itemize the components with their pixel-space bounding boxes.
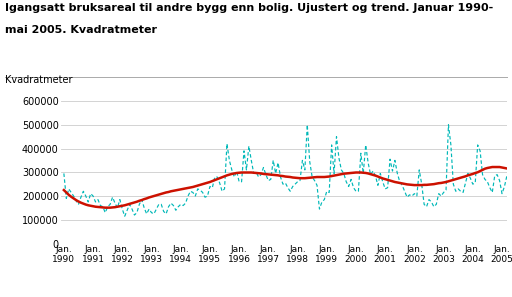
Bruksareal andre bygg, ujustert: [253, 170, 259, 174]
Text: Kvadratmeter: Kvadratmeter: [5, 75, 73, 85]
Text: mai 2005. Kvadratmeter: mai 2005. Kvadratmeter: [5, 25, 157, 35]
Bruksareal andre bygg, trend: [202, 182, 208, 185]
Bruksareal andre bygg, trend: [122, 203, 128, 207]
Bruksareal andre bygg, trend: [504, 167, 510, 170]
Bruksareal andre bygg, trend: [132, 201, 138, 204]
Bruksareal andre bygg, trend: [287, 175, 293, 179]
Bruksareal andre bygg, trend: [61, 188, 67, 192]
Bruksareal andre bygg, ujustert: [132, 213, 138, 217]
Bruksareal andre bygg, trend: [102, 206, 109, 209]
Bruksareal andre bygg, trend: [253, 171, 259, 175]
Text: Igangsatt bruksareal til andre bygg enn bolig. Ujustert og trend. Januar 1990-: Igangsatt bruksareal til andre bygg enn …: [5, 3, 494, 13]
Bruksareal andre bygg, ujustert: [61, 172, 67, 175]
Bruksareal andre bygg, ujustert: [63, 197, 70, 200]
Line: Bruksareal andre bygg, ujustert: Bruksareal andre bygg, ujustert: [64, 125, 507, 216]
Bruksareal andre bygg, trend: [489, 165, 495, 169]
Bruksareal andre bygg, ujustert: [504, 174, 510, 178]
Line: Bruksareal andre bygg, trend: Bruksareal andre bygg, trend: [64, 167, 507, 208]
Bruksareal andre bygg, trend: [63, 191, 70, 194]
Bruksareal andre bygg, ujustert: [202, 195, 208, 199]
Bruksareal andre bygg, ujustert: [119, 207, 125, 211]
Bruksareal andre bygg, ujustert: [304, 123, 310, 127]
Bruksareal andre bygg, ujustert: [287, 189, 293, 193]
Bruksareal andre bygg, ujustert: [122, 214, 128, 218]
